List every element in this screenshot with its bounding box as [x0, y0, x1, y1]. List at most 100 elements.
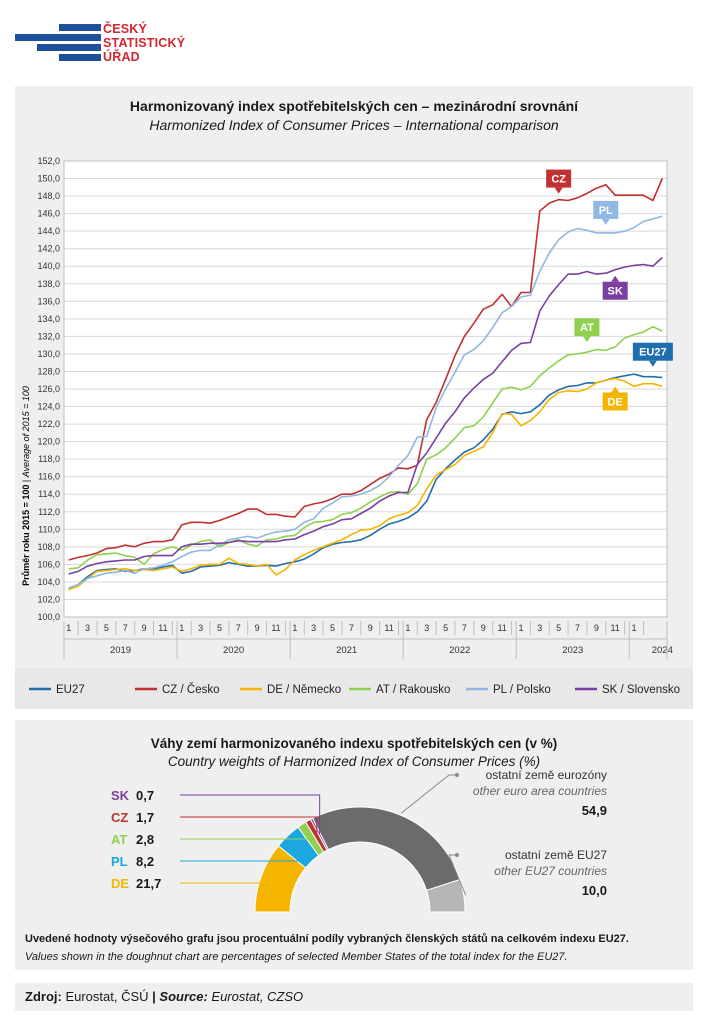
legend-label: CZ / Česko	[162, 683, 220, 696]
chart-legend: EU27 CZ / Česko DE / Německo AT / Rakousko P…	[15, 668, 693, 709]
legend-label: AT / Rakousko	[376, 684, 450, 696]
chart-callouts: CZ PL SK AT EU27 DE	[546, 169, 673, 411]
donut-slice-other-euro	[311, 806, 461, 891]
donut-leader-dot	[455, 773, 459, 777]
callout-pointer	[554, 187, 563, 194]
y-tick-label: 120,0	[37, 437, 60, 447]
callout-box	[593, 200, 619, 219]
y-tick-label: 118,0	[38, 454, 60, 464]
donut-code: DE	[111, 876, 129, 891]
x-tick-label: 7	[349, 623, 354, 633]
csu-logo: ČESKÝ STATISTICKÝ ÚŘAD	[15, 22, 215, 68]
source-line: Zdroj: Eurostat, ČSÚ | Source: Eurostat,…	[25, 989, 303, 1004]
donut-leader	[448, 854, 467, 896]
logo-text: ČESKÝ STATISTICKÝ ÚŘAD	[103, 22, 186, 64]
chart-series	[68, 178, 664, 591]
donut-code: CZ	[111, 810, 128, 825]
callout-box	[574, 318, 600, 337]
x-tick-label: 11	[271, 623, 280, 633]
legend-label: DE / Německo	[267, 684, 341, 696]
x-tick-label: 7	[236, 623, 241, 633]
callout-box	[602, 281, 628, 300]
x-tick-label: 11	[384, 623, 393, 633]
callout-label: DE	[608, 396, 623, 408]
donut-label-en: other euro area countries	[473, 784, 607, 798]
y-tick-label: 136,0	[37, 296, 60, 306]
y-tick-label: 100,0	[37, 612, 60, 622]
donut-title: Váhy zemí harmonizovaného indexu spotřeb…	[150, 736, 558, 751]
donut-value: 2,8	[136, 832, 154, 847]
donut-leader	[180, 794, 321, 835]
chart-subtitle: Harmonized Index of Consumer Prices – In…	[149, 117, 559, 133]
legend-item: EU27	[29, 684, 85, 696]
hicp-chart-panel: Harmonizovaný index spotřebitelských cen…	[15, 86, 693, 709]
x-tick-label: 11	[611, 623, 620, 633]
x-tick-label: 1	[292, 623, 297, 633]
line-callout-cz: CZ	[546, 169, 572, 194]
donut-slice-other-eu27	[425, 878, 466, 913]
source-label-cz: Zdroj:	[25, 989, 62, 1004]
donut-leader	[180, 848, 301, 862]
x-tick-label: 9	[142, 623, 147, 633]
x-tick-label: 1	[405, 623, 410, 633]
y-tick-label: 106,0	[37, 559, 60, 569]
logo-stripes	[15, 24, 101, 66]
line-chart: 100,0 102,0 104,0 106,0 108,0 110,0 112,0 114,0…	[15, 156, 693, 709]
callout-label: SK	[608, 286, 623, 298]
source-text-cz: Eurostat, ČSÚ	[61, 989, 153, 1004]
line-callout-pl: PL	[593, 200, 619, 225]
x-tick-label: 1	[632, 623, 637, 633]
donut-leader	[400, 774, 457, 814]
x-tick-label: 11	[497, 623, 506, 633]
donut-value: 1,7	[136, 810, 154, 825]
donut-note: Uvedené hodnoty výsečového grafu jsou pr…	[25, 933, 629, 945]
y-tick-label: 126,0	[37, 384, 60, 394]
x-tick-label: 3	[85, 623, 90, 633]
donut-label-cz: ostatní země eurozóny	[486, 768, 607, 782]
series-line-sk	[68, 256, 663, 575]
year-label: 2021	[336, 645, 357, 656]
y-tick-label: 112,0	[38, 507, 60, 517]
series-line-pl	[68, 215, 663, 589]
x-tick-label: 3	[424, 623, 429, 633]
y-tick-label: 128,0	[37, 366, 60, 376]
y-tick-label: 124,0	[37, 402, 60, 412]
x-tick-label: 5	[556, 623, 561, 633]
donut-value: 21,7	[136, 876, 161, 891]
donut-note-en: Values shown in the doughnut chart are p…	[25, 951, 568, 963]
line-callout-sk: SK	[602, 275, 628, 300]
donut-label-en: other EU27 countries	[494, 864, 607, 878]
callout-box	[632, 342, 673, 361]
year-label: 2020	[223, 645, 244, 656]
x-tick-label: 9	[481, 623, 486, 633]
donut-leader-dot	[455, 853, 459, 857]
callout-label: PL	[599, 205, 613, 217]
donut-label-at: AT 2,8	[111, 832, 313, 847]
donut-label-de: DE 21,7	[111, 876, 279, 891]
y-tick-label: 102,0	[37, 594, 60, 604]
donut-label-sk: SK 0,7	[111, 788, 321, 835]
y-tick-label: 130,0	[37, 349, 60, 359]
chart-title: Harmonizovaný index spotřebitelských cen…	[129, 98, 579, 114]
callout-pointer	[611, 275, 620, 282]
y-tick-label: 114,0	[38, 489, 60, 499]
y-tick-label: 108,0	[37, 542, 60, 552]
x-tick-label: 7	[123, 623, 128, 633]
legend-item: PL / Polsko	[466, 684, 551, 696]
series-line-cz	[68, 178, 664, 561]
y-tick-label: 144,0	[37, 226, 60, 236]
series-line-at	[68, 325, 663, 570]
callout-pointer	[582, 336, 591, 343]
x-tick-label: 3	[198, 623, 203, 633]
source-text-en: Eurostat, CZSO	[207, 989, 304, 1004]
callout-label: AT	[580, 322, 594, 334]
donut-value: 0,7	[136, 788, 154, 803]
source-label-en: Source:	[155, 989, 208, 1004]
callout-label: EU27	[639, 347, 667, 359]
x-tick-label: 11	[158, 623, 167, 633]
donut-label-other-eu27: ostatní země EU27 other EU27 countries 10,…	[448, 848, 607, 898]
donut-value: 54,9	[582, 803, 607, 818]
x-tick-label: 5	[104, 623, 109, 633]
y-tick-label: 104,0	[37, 577, 60, 587]
donut-code: PL	[111, 854, 128, 869]
